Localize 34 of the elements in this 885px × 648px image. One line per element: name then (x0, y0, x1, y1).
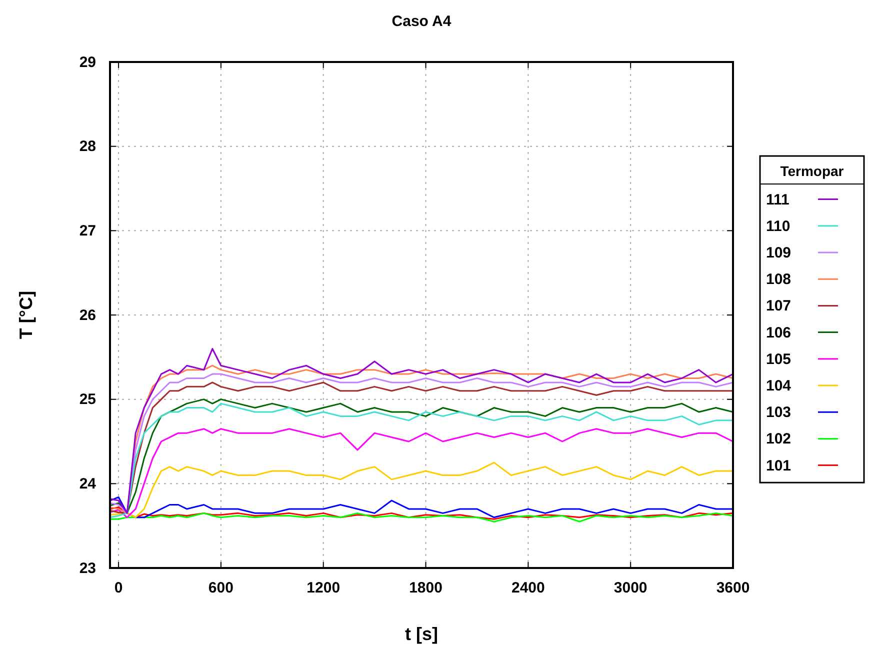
y-tick-label: 25 (79, 391, 96, 408)
x-tick-label: 600 (208, 580, 234, 597)
legend-label: 109 (766, 244, 792, 262)
y-axis-title: T [°C] (16, 290, 36, 340)
legend-label: 102 (766, 430, 792, 448)
line-series (109, 462, 734, 518)
line-series (109, 496, 734, 518)
line-series (109, 428, 734, 518)
y-tick-label: 27 (79, 222, 96, 240)
legend-label: 110 (766, 218, 790, 235)
x-tick-label: 0 (114, 580, 123, 597)
legend-label: 106 (766, 324, 792, 342)
x-tick-label: 1800 (409, 580, 442, 597)
y-tick-label: 28 (79, 138, 96, 156)
legend-title: Termopar (780, 163, 844, 179)
legend-label: 105 (766, 350, 792, 368)
x-tick-label: 3000 (614, 580, 648, 597)
x-tick-label: 2400 (511, 580, 545, 597)
x-tick-label: 3600 (716, 580, 750, 597)
x-axis-title: t [s] (405, 624, 438, 644)
legend-label: 103 (766, 404, 792, 422)
line-series (109, 506, 734, 520)
x-tick-label: 1200 (306, 580, 340, 597)
y-tick-label: 23 (79, 560, 96, 577)
y-tick-label: 29 (79, 54, 96, 71)
y-tick-label: 26 (79, 306, 96, 324)
line-series (109, 512, 734, 522)
chart-title: Caso A4 (392, 13, 452, 30)
y-tick-label: 24 (79, 475, 97, 492)
legend-label: 111 (766, 191, 790, 208)
legend-label: 107 (766, 298, 792, 315)
legend-label: 101 (766, 457, 792, 474)
legend-label: 108 (766, 271, 792, 288)
legend-label: 104 (766, 378, 792, 394)
